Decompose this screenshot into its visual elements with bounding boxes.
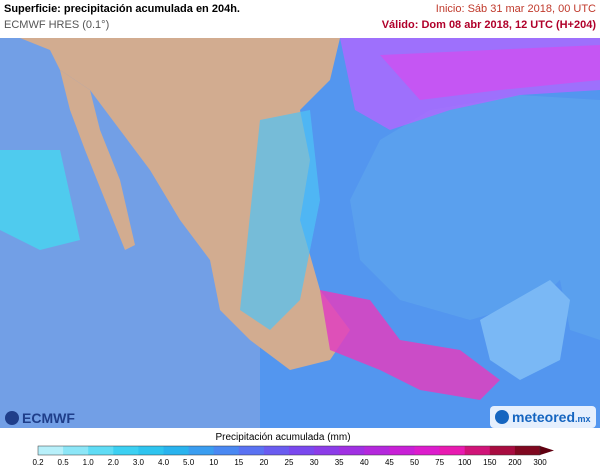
colorbar-segment [238, 446, 265, 455]
colorbar-segment [489, 446, 516, 455]
colorbar-segment [213, 446, 240, 455]
colorbar-segment [289, 446, 315, 455]
colorbar-tick-label: 3.0 [133, 458, 145, 467]
colorbar-segment [464, 446, 491, 455]
colorbar-segment [163, 446, 190, 455]
colorbar-border [37, 445, 541, 456]
colorbar-tick-label: 300 [533, 458, 547, 467]
colorbar-arrow [540, 446, 554, 455]
colorbar-tick-label: 30 [310, 458, 319, 467]
ecmwf-logo: ECMWF [5, 410, 75, 426]
valid-time: Válido: Dom 08 abr 2018, 12 UTC (H+204) [382, 19, 597, 31]
colorbar-segment [188, 446, 215, 455]
colorbar-tick-label: 0.5 [58, 458, 70, 467]
colorbar-tick-label: 20 [259, 458, 268, 467]
model: ECMWF HRES (0.1°) [4, 19, 109, 31]
colorbar-segment [38, 446, 64, 455]
svg-text:meteored.mx: meteored.mx [512, 409, 591, 425]
ecmwf-text: ECMWF [22, 410, 75, 426]
colorbar-tick-label: 25 [285, 458, 294, 467]
colorbar-tick-label: 2.0 [108, 458, 120, 467]
colorbar-tick-label: 45 [385, 458, 394, 467]
colorbar-tick-label: 10 [209, 458, 218, 467]
meteored-suffix: .mx [575, 414, 591, 424]
colorbar-tick-label: 150 [483, 458, 497, 467]
colorbar: 0.2 0.5 1.0 2.0 3.0 4.0 5.0 10 15 20 25 30 35 40 45 50 7… [32, 445, 554, 467]
colorbar-tick-label: 15 [234, 458, 243, 467]
colorbar-segment [263, 446, 290, 455]
colorbar-segment [514, 446, 541, 455]
colorbar-tick-label: 4.0 [158, 458, 170, 467]
colorbar-segment [414, 446, 441, 455]
colorbar-segment [339, 446, 365, 455]
colorbar-tick-label: 1.0 [83, 458, 95, 467]
colorbar-segment [389, 446, 415, 455]
colorbar-tick-label: 0.2 [32, 458, 44, 467]
colorbar-segment [314, 446, 340, 455]
init-time: Inicio: Sáb 31 mar 2018, 00 UTC [436, 3, 596, 15]
colorbar-segment [113, 446, 139, 455]
colorbar-segment [138, 446, 164, 455]
colorbar-segment [63, 446, 89, 455]
map [0, 38, 600, 428]
meteored-text: meteored [512, 409, 575, 425]
colorbar-segment [364, 446, 390, 455]
colorbar-tick-label: 75 [435, 458, 444, 467]
legend-label: Precipitación acumulada (mm) [215, 432, 350, 443]
colorbar-tick-label: 40 [360, 458, 369, 467]
colorbar-segment [439, 446, 466, 455]
colorbar-tick-label: 50 [410, 458, 419, 467]
colorbar-tick-label: 200 [508, 458, 522, 467]
colorbar-tick-label: 35 [335, 458, 344, 467]
colorbar-segment [88, 446, 114, 455]
colorbar-tick-label: 5.0 [183, 458, 195, 467]
colorbar-tick-label: 100 [458, 458, 472, 467]
title: Superficie: precipitación acumulada en 2… [4, 3, 240, 15]
meteored-logo: meteored.mx [490, 406, 596, 428]
